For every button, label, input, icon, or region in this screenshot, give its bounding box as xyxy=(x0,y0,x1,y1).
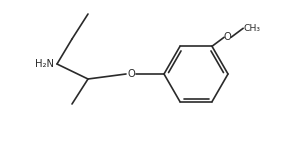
Text: O: O xyxy=(224,32,231,42)
Text: O: O xyxy=(127,69,135,79)
Text: CH₃: CH₃ xyxy=(243,24,260,33)
Text: H₂N: H₂N xyxy=(35,59,54,69)
